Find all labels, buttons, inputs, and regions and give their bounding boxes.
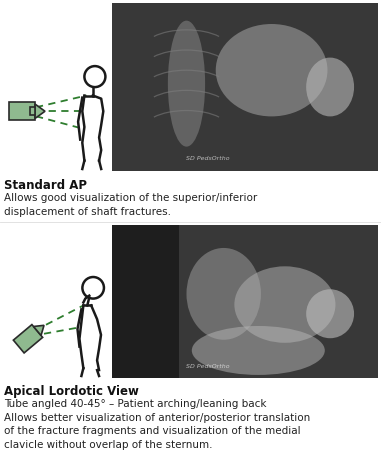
- Text: Tube angled 40-45° – Patient arching/leaning back
Allows better visualization of: Tube angled 40-45° – Patient arching/lea…: [4, 399, 310, 450]
- Polygon shape: [35, 104, 45, 118]
- Ellipse shape: [306, 58, 354, 117]
- Text: SD PedsOrtho: SD PedsOrtho: [186, 156, 230, 161]
- Ellipse shape: [306, 289, 354, 338]
- Bar: [112, 3, 378, 171]
- Ellipse shape: [186, 248, 261, 340]
- Bar: [112, 225, 179, 378]
- Ellipse shape: [192, 326, 325, 375]
- Polygon shape: [34, 325, 44, 336]
- Text: Standard AP: Standard AP: [4, 179, 87, 192]
- Text: SD PedsOrtho: SD PedsOrtho: [186, 364, 230, 369]
- Text: Allows good visualization of the superior/inferior
displacement of shaft fractur: Allows good visualization of the superio…: [4, 193, 257, 217]
- Bar: [30, 107, 35, 115]
- Bar: [9, 102, 35, 120]
- Ellipse shape: [216, 24, 327, 117]
- Polygon shape: [13, 325, 43, 353]
- Ellipse shape: [168, 21, 205, 146]
- Bar: [112, 225, 378, 378]
- Text: Apical Lordotic View: Apical Lordotic View: [4, 385, 139, 398]
- Ellipse shape: [234, 266, 335, 343]
